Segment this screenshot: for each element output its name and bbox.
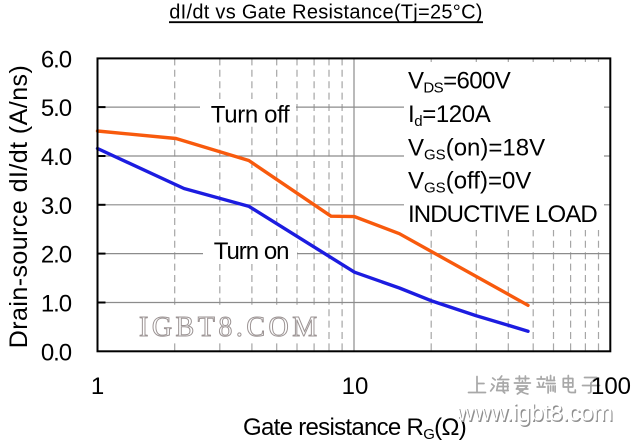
svg-text:2.0: 2.0 — [41, 242, 72, 269]
svg-text:Drain-source dI/dt (A/ns): Drain-source dI/dt (A/ns) — [5, 65, 33, 349]
svg-text:0.0: 0.0 — [41, 339, 72, 366]
svg-text:4.0: 4.0 — [41, 144, 72, 171]
svg-text:3.0: 3.0 — [41, 193, 72, 220]
svg-text:VGS(on)=18V: VGS(on)=18V — [408, 134, 545, 163]
svg-text:INDUCTIVE LOAD: INDUCTIVE LOAD — [408, 201, 597, 228]
svg-text:VDS=600V: VDS=600V — [408, 68, 511, 97]
svg-text:1: 1 — [91, 373, 104, 400]
svg-text:www.igbt8.com: www.igbt8.com — [457, 401, 614, 428]
svg-text:www.igbt8.com: www.igbt8.com — [456, 400, 613, 427]
svg-text:Turn on: Turn on — [214, 238, 289, 265]
svg-text:5.0: 5.0 — [41, 95, 72, 122]
svg-text:dI/dt vs Gate Resistance(Tj=25: dI/dt vs Gate Resistance(Tj=25°C) — [169, 2, 482, 24]
svg-text:IGBT8.COM: IGBT8.COM — [139, 312, 321, 343]
svg-text:10: 10 — [342, 373, 369, 400]
svg-text:100: 100 — [591, 373, 631, 400]
svg-text:1.0: 1.0 — [41, 291, 72, 318]
svg-text:Id=120A: Id=120A — [408, 101, 491, 130]
svg-text:6.0: 6.0 — [41, 46, 72, 73]
svg-text:Turn off: Turn off — [211, 102, 290, 129]
